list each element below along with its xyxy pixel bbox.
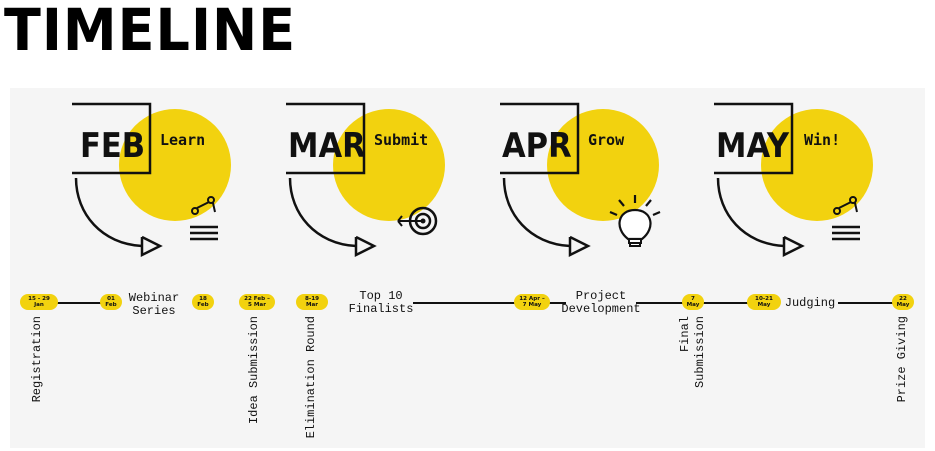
date-pill: 01 Feb: [100, 294, 122, 310]
month-code-may: MAY: [716, 126, 790, 166]
month-verb-feb: Learn: [160, 131, 205, 149]
date-pill: 22 Feb –5 Mar: [239, 294, 275, 310]
date-pill: 7 May: [682, 294, 704, 310]
phase-may: MAY Win!: [712, 102, 875, 257]
month-code-feb: FEB: [80, 126, 145, 166]
timeline-line: [636, 302, 686, 304]
month-verb-may: Win!: [804, 131, 840, 149]
event-elimination-round: Elimination Round: [304, 316, 318, 439]
event-webinar-series: Webinar Series: [128, 291, 180, 318]
page-title: TIMELINE: [4, 0, 297, 65]
phase-feb: FEB Learn: [70, 102, 233, 257]
event-registration: Registration: [30, 316, 44, 403]
phase-apr: APR Grow: [498, 102, 661, 257]
network-list-icon: [832, 196, 860, 241]
date-pill: 10-21 May: [747, 294, 781, 310]
month-verb-mar: Submit: [374, 131, 428, 149]
lightbulb-icon: [609, 195, 661, 247]
date-pill: 12 Apr –7 May: [514, 294, 550, 310]
month-code-apr: APR: [502, 126, 572, 166]
month-code-mar: MAR: [288, 126, 366, 166]
date-pill: 8-19 Mar: [296, 294, 328, 310]
date-pill: 15 - 29 Jan: [20, 294, 58, 310]
phase-mar: MAR Submit: [284, 102, 447, 257]
month-phases: FEB Learn MAR Submit APR Grow: [70, 102, 875, 257]
event-final-submission-line2: Submission: [693, 316, 707, 389]
event-final-submission-line1: Final: [678, 316, 692, 353]
timeline-line: [546, 302, 566, 304]
network-list-icon: [190, 196, 218, 241]
date-pill: 18 Feb: [192, 294, 214, 310]
month-verb-apr: Grow: [588, 131, 625, 149]
timeline-line: [54, 302, 104, 304]
event-judging: Judging: [784, 296, 836, 310]
timeline-line: [838, 302, 894, 304]
timeline-line: [703, 302, 751, 304]
target-arrow-icon: [397, 206, 438, 236]
date-pill: 22 May: [892, 294, 914, 310]
event-top-10-finalists: Top 10 Finalists: [348, 289, 414, 316]
event-idea-submission: Idea Submission: [247, 316, 261, 425]
timeline-line: [413, 302, 518, 304]
event-prize-giving: Prize Giving: [895, 316, 909, 403]
event-project-development: Project Development: [561, 289, 641, 316]
